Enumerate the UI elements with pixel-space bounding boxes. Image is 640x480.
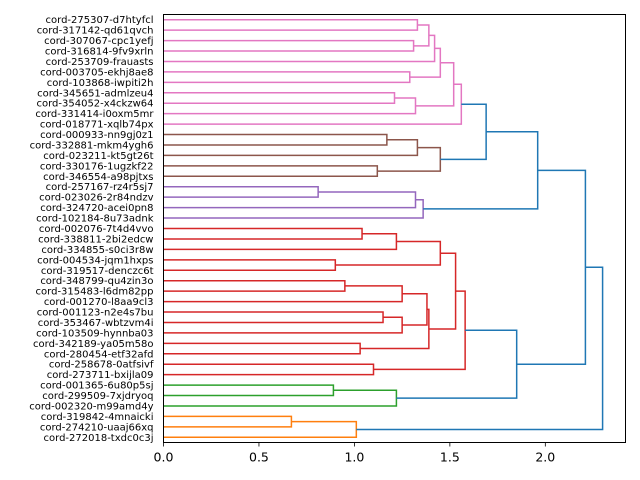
dendrogram-link-m25 [163,285,403,303]
dendrogram-link-m4 [163,34,436,63]
leaf-label: cord-103509-hynnba03 [36,328,153,339]
dendrogram-link-m7 [163,92,396,104]
leaf-label: cord-258678-0atfsivf [49,360,154,371]
dendrogram-link-m13 [163,165,379,178]
leaf-label: cord-330176-1ugzkf22 [40,161,154,172]
leaf-labels: cord-275307-d7htyfclcord-317142-qd61qvch… [29,15,154,444]
leaf-label: cord-275307-d7htyfcl [46,15,154,26]
leaf-label: cord-004534-jqm1hxps [37,255,153,266]
leaf-label: cord-023211-kt5gt26t [43,151,153,162]
leaf-label: cord-023026-2r84ndzv [39,193,153,204]
leaf-label: cord-274210-uaaj66xq [40,422,154,433]
dendrogram-link-m24 [163,279,346,292]
x-tick-label: 0.5 [249,450,269,465]
dendrogram-link-m6 [409,47,442,78]
dendrogram-link-m33 [373,290,466,371]
leaf-label: cord-299509-7xjdryoq [42,391,153,402]
leaf-label: cord-002320-m99amd4y [29,401,153,412]
leaf-label: cord-334855-s0ci3r8w [41,245,153,256]
leaf-label: cord-272018-txdc0c3j [44,433,154,444]
leaf-label: cord-316814-9fv9xrln [45,47,154,58]
leaf-label: cord-001270-l8aa9cl3 [44,297,154,308]
leaf-label: cord-273711-bxijla09 [47,370,154,381]
dendrogram-link-m8 [163,97,417,115]
leaf-label: cord-345651-admlzeu4 [37,88,153,99]
dendrogram-link-m11 [163,133,388,146]
x-tick-label: 0.0 [154,450,174,465]
leaf-label: cord-348799-qu4zin3o [40,276,153,287]
dendrogram-link-m16 [163,185,319,198]
dendrogram-link-m26 [163,311,384,324]
dendrogram-link-m35 [163,389,398,407]
dendrogram-link-m5 [163,71,411,84]
leaf-label: cord-338811-2bi2edcw [38,234,153,245]
dendrogram-link-m2 [163,39,415,52]
dendrogram-link-m30 [360,308,430,350]
dendrogram-link-m39 [163,420,358,439]
leaf-label: cord-003705-ekhj8ae8 [40,67,153,78]
leaf-label: cord-001123-n2e4s7bu [37,308,154,319]
leaf-label: cord-280454-etf32afd [44,349,154,360]
leaf-label: cord-342189-ya05m58o [33,339,153,350]
dendrogram-links [163,18,604,439]
dendrogram-link-m20 [163,227,363,240]
leaf-label: cord-253709-frauasts [46,57,154,68]
dendrogram-link-m9 [415,62,455,107]
dendrogram-link-m1 [163,18,419,31]
dendrogram-link-m34 [163,384,335,397]
leaf-label: cord-102184-8u73adnk [36,214,154,225]
dendrogram-link-m38 [163,415,293,428]
leaf-label: cord-354052-x4ckzw64 [36,99,153,110]
leaf-label: cord-317142-qd61qvch [37,26,154,37]
leaf-label: cord-319517-denczc6t [41,266,154,277]
dendrogram-link-m14 [377,146,442,172]
leaf-label: cord-346554-a98pjtxs [43,172,153,183]
leaf-label: cord-332881-mkm4ygh6 [30,140,154,151]
leaf-label: cord-002076-7t4d4vvo [39,224,154,235]
axes-frame [163,14,626,443]
dendrogram-link-m28 [402,292,428,326]
leaf-label: cord-257167-rz4r5sj7 [46,182,154,193]
dendrogram-link-m3 [413,24,430,47]
dendrogram-link-m27 [163,316,403,334]
dendrogram-link-m12 [163,139,419,157]
x-axis: 0.0 0.5 1.0 1.5 2.0 [154,442,555,465]
leaf-label: cord-324720-acei0pn8 [40,203,153,214]
dendrogram-link-m32 [163,363,375,376]
dendrogram-link-m36 [396,329,518,399]
dendrogram-link-m40 [356,266,604,431]
leaf-label: cord-001365-6u80p5sj [40,381,153,392]
dendrogram-link-m22 [163,259,337,272]
x-tick-label: 2.0 [535,450,555,465]
leaf-label: cord-307067-cpc1yefj [44,36,153,47]
leaf-label: cord-315483-l6dm82pp [36,287,154,298]
dendrogram-link-m15 [440,103,487,161]
leaf-label: cord-103868-iwpiti2h [47,78,154,89]
leaf-label: cord-331414-i0oxm5mr [35,109,154,120]
dendrogram-link-m23 [335,240,442,266]
x-tick-label: 1.0 [344,450,364,465]
leaf-label: cord-018771-xqlb74px [40,120,154,131]
dendrogram-link-m21 [163,232,398,251]
dendrogram-link-m18 [163,199,424,219]
leaf-label: cord-319842-4mnaicki [41,412,154,423]
dendrogram-link-m17 [163,191,417,209]
dendrogram-link-m37 [516,169,587,365]
dendrogram-link-m29 [163,342,361,355]
leaf-label: cord-353467-wbtzvm4i [38,318,154,329]
x-tick-label: 1.5 [440,450,460,465]
dendrogram-link-m10 [163,83,463,125]
leaf-label: cord-000933-nn9gj0z1 [40,130,153,141]
